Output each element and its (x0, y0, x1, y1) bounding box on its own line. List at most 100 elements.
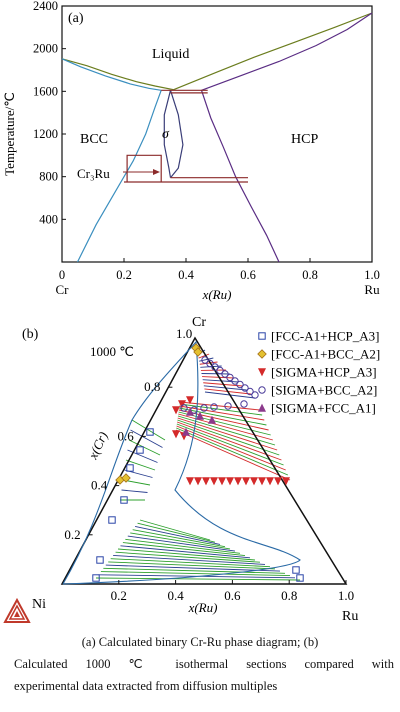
ru-tick-label: 0.4 (167, 588, 184, 603)
tie-line-fcc-hcp (105, 564, 281, 572)
marker-sigma-bcc (216, 366, 224, 375)
marker-sigma-bcc (200, 404, 208, 412)
legend: [FCC-A1+HCP_A3] [FCC-A1+BCC_A2] [SIGMA+HCP… (257, 329, 380, 416)
ru-tick-label: 1.0 (338, 588, 354, 603)
tie-line-sigma-hcp (176, 425, 286, 471)
tie-line-fcc-hcp (108, 561, 276, 570)
tie-line-fcc-hcp (122, 542, 246, 557)
legend-label: [SIGMA+HCP_A3] (271, 365, 377, 380)
cr-tick-label: 0.2 (64, 527, 80, 542)
tie-line-sigma-hcp (178, 413, 273, 441)
marker-sigma-hcp (273, 477, 283, 486)
marker-sigma-fcc (207, 415, 217, 424)
panel-b-ternary-section: (b) 1000 ℃ Cr 1.0 Ni Ru x(Cr) 0.2 0.4 0.6 0… (3, 315, 380, 624)
tie-line-fcc-hcp (117, 548, 256, 561)
legend-marker (257, 403, 267, 412)
marker-sigma-bcc (226, 373, 234, 382)
panel-label: (a) (68, 11, 84, 26)
ru-tick-label: 0.2 (111, 588, 127, 603)
cr-tick-label: 0.4 (91, 478, 108, 493)
tie-line-fcc-hcp (120, 545, 251, 559)
region-label-cr3ru: Cr₃Ru (77, 166, 110, 181)
marker-sigma-bcc (246, 387, 254, 396)
marker-sigma-hcp (209, 477, 219, 486)
x-axis-label: x(Ru) (202, 287, 232, 302)
tie-line-sigma-hcp (177, 417, 278, 451)
cr-tick-label: 0.8 (144, 379, 160, 394)
tie-line-fcc-hcp (110, 558, 271, 568)
panel-a-binary-phase-diagram: (a) Temperature/℃ 400 800 1200 1600 2000 2400… (2, 0, 380, 302)
y-tick-label: 2000 (33, 42, 58, 56)
marker-fcc-bcc (193, 347, 203, 357)
marker-sigma-hcp (171, 406, 181, 415)
marker-sigma-bcc (221, 370, 229, 378)
marker-sigma-hcp (177, 400, 187, 409)
tie-line-sigma-bcc (198, 353, 210, 359)
x-tick-label: 1.0 (364, 268, 380, 282)
top-vertex-value: 1.0 (176, 326, 192, 341)
tie-line-sigma-hcp (178, 411, 271, 436)
marker-fcc-hcp (146, 428, 154, 436)
legend-label: [FCC-A1+HCP_A3] (271, 329, 379, 344)
tie-line-sigma-hcp (177, 415, 276, 446)
series-hcp-solvus (200, 90, 280, 263)
marker-sigma-hcp (193, 477, 203, 486)
legend-label: [SIGMA+FCC_A1] (271, 401, 376, 416)
vertex-label-ni: Ni (32, 597, 46, 612)
ternary-triangle (60, 336, 348, 585)
tie-line-fcc-bcc (130, 429, 163, 448)
tie-line-fcc-bcc (128, 439, 161, 456)
tie-line-fcc-hcp (137, 522, 216, 543)
tie-line-regions (95, 349, 301, 581)
caption-line-2: Calculated 1000 ℃ isothermal sections co… (14, 657, 394, 671)
marker-sigma-hcp (225, 477, 235, 486)
marker-sigma-bcc (224, 402, 232, 410)
tie-line-sigma-hcp (176, 427, 289, 476)
marker-fcc-hcp (96, 556, 104, 564)
tie-line-sigma-bcc (199, 361, 218, 365)
legend-marker (258, 386, 266, 394)
marker-sigma-bcc (231, 377, 239, 385)
marker-sigma-bcc (236, 380, 244, 389)
ru-tick-label: 0.8 (281, 588, 297, 603)
tie-line-sigma-hcp (177, 419, 280, 456)
phase-boundaries (61, 12, 373, 263)
tie-line-fcc-hcp (139, 519, 211, 541)
marker-sigma-hcp (281, 477, 291, 486)
marker-sigma-hcp (241, 477, 251, 486)
marker-sigma-hcp (233, 477, 243, 486)
tie-line-sigma-hcp (179, 405, 265, 421)
marker-sigma-hcp (265, 477, 275, 486)
arrow-head (153, 169, 160, 175)
region-label-liquid: Liquid (152, 47, 189, 62)
marker-sigma-hcp (257, 477, 267, 486)
marker-sigma-bcc (201, 356, 209, 364)
tie-line-fcc-hcp (125, 538, 241, 554)
marker-fcc-hcp (92, 574, 100, 582)
x-tick-label: 0.8 (302, 268, 318, 282)
series-liquidus-right (173, 12, 373, 91)
marker-sigma-hcp (171, 430, 181, 439)
x-tick-label: 0.4 (178, 268, 194, 282)
cr-tick-label: 0.6 (118, 428, 135, 443)
series-sigma-right (169, 90, 184, 179)
tie-line-fcc-hcp (100, 571, 291, 577)
marker-sigma-fcc (185, 407, 195, 416)
marker-sigma-bcc (211, 363, 219, 371)
tie-line-fcc-hcp (127, 535, 236, 552)
tie-line-sigma-hcp (179, 403, 263, 416)
tie-line-fcc-hcp (132, 529, 226, 548)
marker-fcc-hcp (136, 446, 144, 454)
marker-sigma-hcp (201, 477, 211, 486)
region-label-bcc: BCC (80, 132, 108, 147)
vertex-label-ru: Ru (342, 609, 358, 624)
marker-fcc-hcp (120, 496, 128, 504)
ru-axis-ticks: 0.2 0.4 0.6 0.8 1.0 (111, 580, 354, 603)
tie-line-fcc-hcp (113, 554, 266, 565)
legend-marker (257, 349, 267, 359)
tie-line-sigma-hcp (179, 407, 267, 426)
temperature-annotation: 1000 ℃ (90, 344, 134, 359)
vertex-label-cr: Cr (192, 315, 206, 330)
tie-line-fcc-hcp (95, 577, 301, 581)
series-sigma-left (163, 90, 172, 178)
